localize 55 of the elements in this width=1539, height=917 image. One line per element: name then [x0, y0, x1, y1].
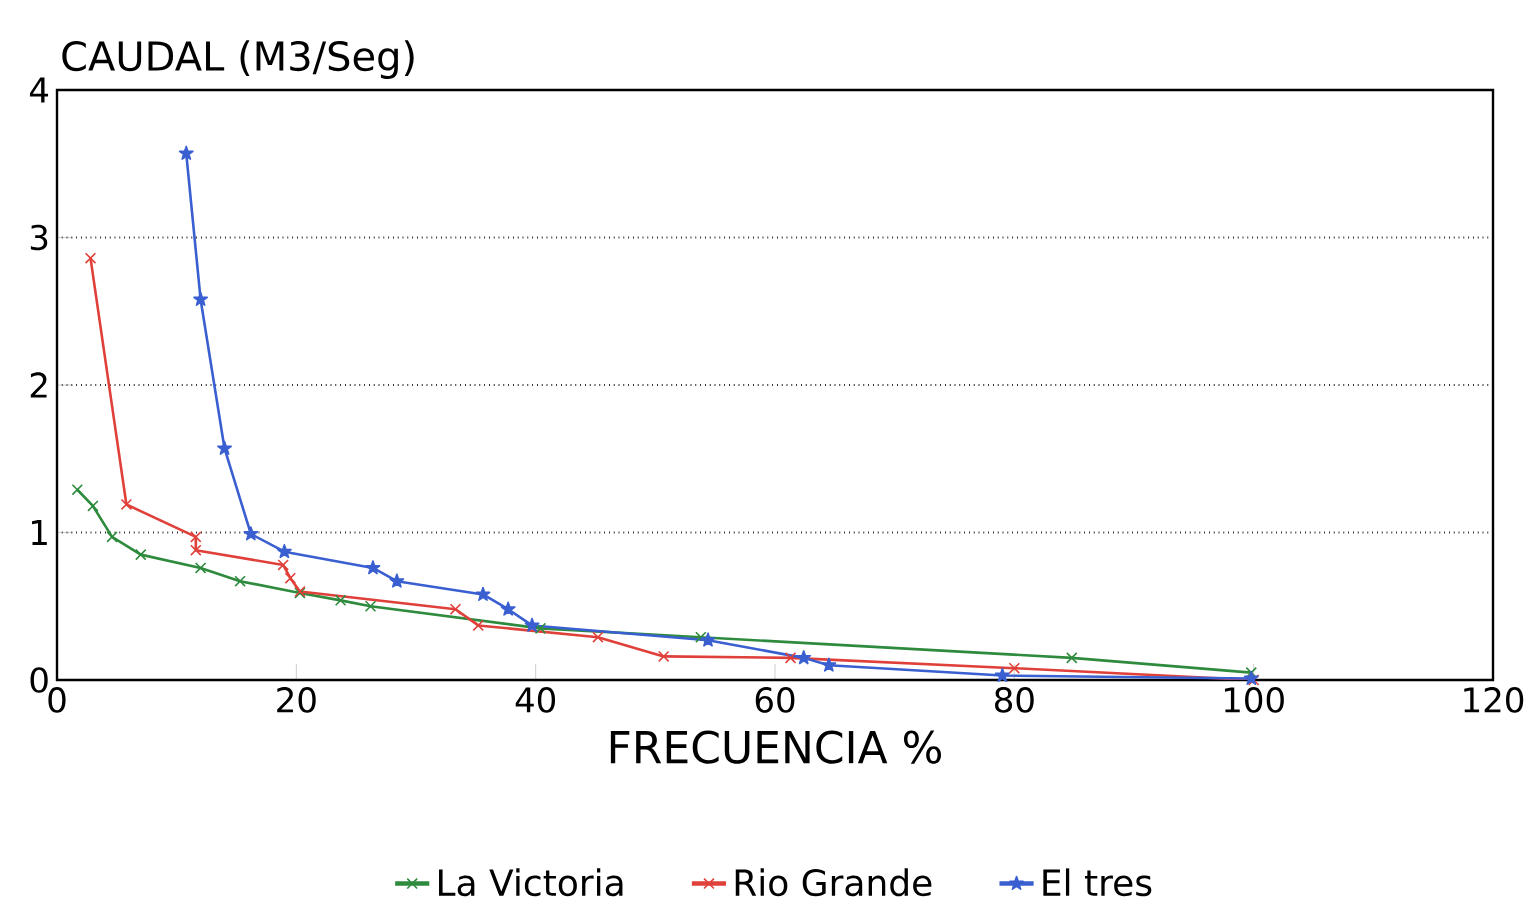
point: [1066, 652, 1078, 664]
y-tick-label: 2: [30, 372, 47, 398]
x-tick-label: 80: [995, 687, 1034, 713]
point: [695, 631, 707, 643]
point: [475, 586, 491, 601]
point: [106, 531, 118, 543]
legend-label: La Victoria: [439, 868, 623, 897]
x-axis-title: FRECUENCIA %: [610, 730, 941, 764]
point: [700, 632, 716, 647]
point: [524, 617, 540, 632]
point: [994, 667, 1010, 683]
point: [472, 619, 484, 632]
x-tick-label: 60: [755, 687, 795, 713]
y-tick-label: 3: [30, 224, 48, 251]
point: [84, 252, 97, 264]
legend-label: Rio Grande: [735, 868, 932, 897]
point: [784, 652, 797, 664]
point: [500, 601, 516, 616]
point: [193, 291, 209, 306]
point: [120, 498, 133, 511]
x-tick-label: 0: [48, 687, 66, 713]
point: [657, 650, 670, 663]
point: [178, 145, 194, 160]
x-tick-label: 100: [1224, 687, 1284, 713]
point: [135, 548, 147, 561]
point: [821, 657, 837, 672]
point: [534, 622, 547, 635]
point: [365, 560, 381, 575]
point: [87, 500, 99, 512]
x-tick-label: 20: [277, 687, 316, 713]
point: [1243, 670, 1259, 685]
point: [284, 572, 297, 584]
point: [592, 631, 604, 643]
y-tick-label: 1: [32, 520, 47, 545]
point: [276, 543, 292, 559]
point: [1008, 662, 1021, 674]
point: [190, 544, 202, 556]
point: [243, 526, 259, 541]
point: [217, 440, 232, 455]
x-tick-label: 120: [1464, 687, 1524, 713]
point: [796, 650, 812, 665]
point: [334, 594, 347, 607]
point: [194, 562, 207, 574]
legend-label: El tres: [1043, 868, 1152, 897]
y-tick-label: 4: [29, 77, 49, 103]
y-tick-label: 0: [30, 667, 48, 693]
point: [364, 600, 377, 612]
point: [449, 603, 462, 615]
point: [234, 575, 246, 587]
y-axis-title: CAUDAL (M3/Seg): [62, 40, 414, 79]
point: [277, 559, 289, 571]
point: [389, 573, 405, 588]
point: [71, 483, 84, 496]
x-tick-label: 40: [515, 687, 556, 713]
point: [190, 531, 202, 543]
